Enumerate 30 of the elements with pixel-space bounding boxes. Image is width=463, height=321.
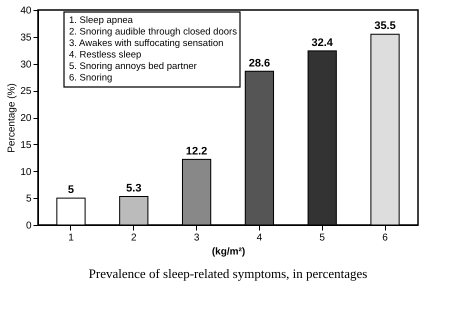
x-tick-label: 6 bbox=[382, 232, 388, 244]
x-tick-label: 2 bbox=[131, 232, 138, 244]
data-label: 5.3 bbox=[126, 182, 142, 195]
data-label: 28.6 bbox=[248, 57, 270, 70]
y-tick-label: 30 bbox=[20, 59, 32, 70]
y-tick-label: 40 bbox=[20, 6, 32, 16]
y-tick-label: 20 bbox=[20, 113, 32, 124]
y-tick-label: 5 bbox=[26, 194, 32, 205]
x-tick-label: 4 bbox=[256, 232, 263, 244]
annotation: 4. Restless sleep bbox=[69, 50, 142, 60]
data-label: 35.5 bbox=[374, 20, 396, 32]
annotation: 6. Snoring bbox=[69, 72, 112, 84]
text: Prevalence of sleep-related symptoms, in percentages bbox=[88, 266, 368, 281]
data-label: 5 bbox=[68, 184, 74, 196]
y-tick-label: 10 bbox=[20, 166, 32, 178]
annotation: 2. Snoring audible through closed doors bbox=[69, 26, 238, 38]
y-tick-label: 15 bbox=[20, 140, 32, 151]
x-tick-label: 3 bbox=[194, 232, 200, 244]
y-tick-label: 35 bbox=[20, 32, 32, 44]
y-tick-label: 0 bbox=[26, 220, 32, 232]
data-label: 12.2 bbox=[186, 145, 208, 158]
y-axis-title: Percentage (%) bbox=[6, 83, 18, 153]
annotation: 3. Awakes with suffocating sensation bbox=[69, 38, 224, 49]
x-axis-title: (kg/m²) bbox=[212, 246, 246, 258]
annotation: 1. Sleep apnea bbox=[69, 15, 134, 26]
data-label: 32.4 bbox=[312, 36, 334, 49]
x-tick-label: 1 bbox=[68, 232, 74, 244]
x-tick-label: 5 bbox=[319, 232, 326, 244]
y-tick-label: 25 bbox=[20, 86, 32, 98]
annotation: 5. Snoring annoys bed partner bbox=[69, 61, 197, 72]
